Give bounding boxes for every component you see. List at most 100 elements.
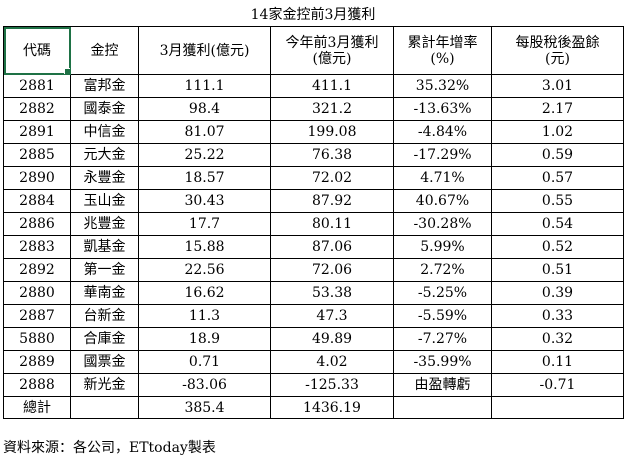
cell-company[interactable]: 合庫金 — [70, 327, 139, 351]
cell-eps[interactable]: 0.54 — [491, 212, 624, 236]
cell-code[interactable]: 2888 — [3, 373, 71, 397]
cell-growth[interactable]: -7.27% — [393, 327, 492, 351]
cell-code[interactable]: 5880 — [3, 327, 71, 351]
cell-growth[interactable]: 2.72% — [393, 258, 492, 282]
cell-ytd-profit[interactable]: 4.02 — [270, 350, 394, 374]
cell-company[interactable]: 凱基金 — [70, 235, 139, 259]
cell-code[interactable]: 2883 — [3, 235, 71, 259]
header-cell-ytd-profit[interactable]: 今年前3月獲利 (億元) — [270, 26, 394, 75]
header-cell-growth[interactable]: 累計年增率 (%) — [393, 26, 492, 75]
cell-ytd-profit[interactable]: 47.3 — [270, 304, 394, 328]
cell-total-ytd-profit[interactable]: 1436.19 — [270, 396, 394, 419]
cell-growth[interactable]: 40.67% — [393, 189, 492, 213]
cell-march-profit[interactable]: 98.4 — [138, 97, 271, 121]
cell-march-profit[interactable]: 18.9 — [138, 327, 271, 351]
cell-total-label[interactable]: 總計 — [3, 396, 71, 419]
cell-company[interactable]: 永豐金 — [70, 166, 139, 190]
cell-company[interactable]: 富邦金 — [70, 74, 139, 98]
cell-total-march-profit[interactable]: 385.4 — [138, 396, 271, 419]
cell-march-profit[interactable]: 11.3 — [138, 304, 271, 328]
cell-march-profit[interactable]: 111.1 — [138, 74, 271, 98]
cell-company[interactable]: 國泰金 — [70, 97, 139, 121]
cell-growth[interactable]: -5.25% — [393, 281, 492, 305]
cell-growth[interactable]: 5.99% — [393, 235, 492, 259]
cell-growth[interactable]: -13.63% — [393, 97, 492, 121]
cell-ytd-profit[interactable]: 53.38 — [270, 281, 394, 305]
cell-eps[interactable]: 3.01 — [491, 74, 624, 98]
cell-company[interactable]: 玉山金 — [70, 189, 139, 213]
cell-company[interactable]: 中信金 — [70, 120, 139, 144]
cell-eps[interactable]: 0.11 — [491, 350, 624, 374]
cell-company[interactable]: 第一金 — [70, 258, 139, 282]
cell-eps[interactable]: 0.39 — [491, 281, 624, 305]
cell-code[interactable]: 2886 — [3, 212, 71, 236]
cell-code[interactable]: 2882 — [3, 97, 71, 121]
cell-march-profit[interactable]: 30.43 — [138, 189, 271, 213]
cell-ytd-profit[interactable]: 72.02 — [270, 166, 394, 190]
cell-code[interactable]: 2889 — [3, 350, 71, 374]
cell-growth[interactable]: 35.32% — [393, 74, 492, 98]
cell-eps[interactable]: 0.52 — [491, 235, 624, 259]
cell-company[interactable]: 國票金 — [70, 350, 139, 374]
cell-total-growth-empty[interactable] — [393, 396, 492, 419]
cell-eps[interactable]: 1.02 — [491, 120, 624, 144]
cell-eps[interactable]: 0.55 — [491, 189, 624, 213]
cell-march-profit[interactable]: -83.06 — [138, 373, 271, 397]
cell-ytd-profit[interactable]: 49.89 — [270, 327, 394, 351]
cell-total-empty[interactable] — [70, 396, 139, 419]
cell-eps[interactable]: 2.17 — [491, 97, 624, 121]
header-cell-march-profit[interactable]: 3月獲利(億元) — [138, 26, 271, 75]
cell-eps[interactable]: 0.57 — [491, 166, 624, 190]
cell-eps[interactable]: 0.59 — [491, 143, 624, 167]
source-note[interactable]: 資料來源：各公司，ETtoday製表 — [3, 440, 216, 456]
cell-ytd-profit[interactable]: 199.08 — [270, 120, 394, 144]
cell-ytd-profit[interactable]: 76.38 — [270, 143, 394, 167]
cell-ytd-profit[interactable]: 411.1 — [270, 74, 394, 98]
cell-growth[interactable]: 由盈轉虧 — [393, 373, 492, 397]
cell-eps[interactable]: 0.33 — [491, 304, 624, 328]
cell-march-profit[interactable]: 81.07 — [138, 120, 271, 144]
cell-march-profit[interactable]: 22.56 — [138, 258, 271, 282]
cell-growth[interactable]: -5.59% — [393, 304, 492, 328]
cell-ytd-profit[interactable]: 87.92 — [270, 189, 394, 213]
header-row: 代碼 金控 3月獲利(億元) 今年前3月獲利 (億元) 累計年增率 (%) — [3, 26, 624, 75]
cell-ytd-profit[interactable]: 87.06 — [270, 235, 394, 259]
cell-ytd-profit[interactable]: 80.11 — [270, 212, 394, 236]
cell-code[interactable]: 2887 — [3, 304, 71, 328]
cell-growth[interactable]: -4.84% — [393, 120, 492, 144]
cell-growth[interactable]: -17.29% — [393, 143, 492, 167]
cell-code[interactable]: 2884 — [3, 189, 71, 213]
cell-company[interactable]: 新光金 — [70, 373, 139, 397]
cell-march-profit[interactable]: 0.71 — [138, 350, 271, 374]
cell-march-profit[interactable]: 18.57 — [138, 166, 271, 190]
cell-growth[interactable]: -30.28% — [393, 212, 492, 236]
header-cell-name[interactable]: 金控 — [70, 26, 139, 75]
cell-ytd-profit[interactable]: 321.2 — [270, 97, 394, 121]
header-cell-code[interactable]: 代碼 — [3, 26, 71, 75]
cell-company[interactable]: 台新金 — [70, 304, 139, 328]
cell-ytd-profit[interactable]: -125.33 — [270, 373, 394, 397]
cell-code[interactable]: 2881 — [3, 74, 71, 98]
cell-growth[interactable]: -35.99% — [393, 350, 492, 374]
cell-code[interactable]: 2885 — [3, 143, 71, 167]
cell-eps[interactable]: 0.32 — [491, 327, 624, 351]
cell-ytd-profit[interactable]: 72.06 — [270, 258, 394, 282]
cell-total-eps-empty[interactable] — [491, 396, 624, 419]
cell-company[interactable]: 元大金 — [70, 143, 139, 167]
cell-eps[interactable]: -0.71 — [491, 373, 624, 397]
cell-march-profit[interactable]: 16.62 — [138, 281, 271, 305]
cell-code[interactable]: 2890 — [3, 166, 71, 190]
cell-company[interactable]: 兆豐金 — [70, 212, 139, 236]
cell-march-profit[interactable]: 15.88 — [138, 235, 271, 259]
cell-code[interactable]: 2891 — [3, 120, 71, 144]
cell-march-profit[interactable]: 17.7 — [138, 212, 271, 236]
cell-growth[interactable]: 4.71% — [393, 166, 492, 190]
cell-company[interactable]: 華南金 — [70, 281, 139, 305]
cell-code[interactable]: 2892 — [3, 258, 71, 282]
header-cell-eps[interactable]: 每股稅後盈餘 (元) — [491, 26, 624, 75]
cell-march-profit[interactable]: 25.22 — [138, 143, 271, 167]
table-title[interactable]: 14家金控前3月獲利 — [250, 7, 376, 23]
fill-handle[interactable] — [64, 68, 70, 74]
cell-eps[interactable]: 0.51 — [491, 258, 624, 282]
cell-code[interactable]: 2880 — [3, 281, 71, 305]
